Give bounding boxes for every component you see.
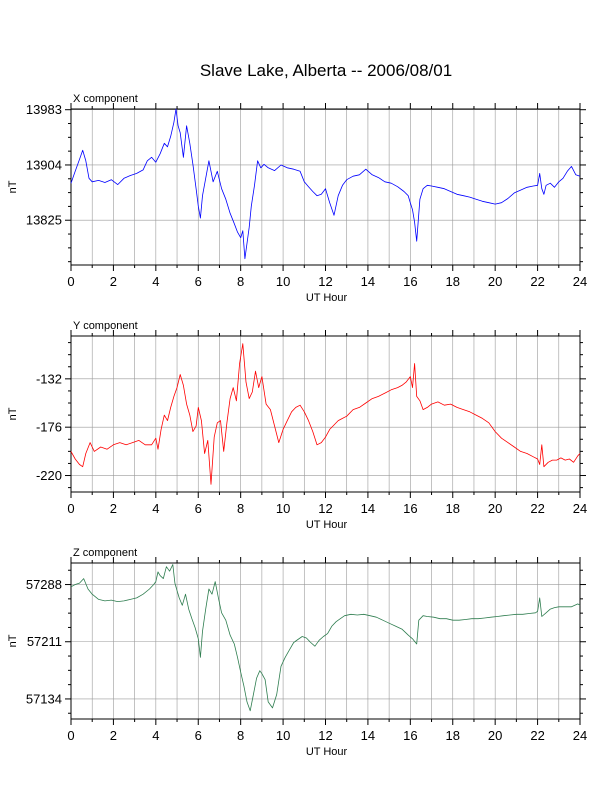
x-axis-label: UT Hour xyxy=(306,746,348,758)
y-tick-label: 13983 xyxy=(26,102,62,117)
x-tick-label: 14 xyxy=(361,501,375,516)
y-tick-label: -176 xyxy=(36,420,62,435)
x-tick-label: 2 xyxy=(110,728,117,743)
x-tick-label: 22 xyxy=(530,274,544,289)
x-tick-label: 4 xyxy=(152,501,159,516)
panel-label: Y component xyxy=(73,320,138,332)
series-line xyxy=(70,564,581,712)
x-tick-label: 18 xyxy=(446,274,460,289)
x-tick-label: 20 xyxy=(488,728,502,743)
y-tick-label: 57134 xyxy=(26,691,62,706)
x-axis-label: UT Hour xyxy=(306,292,348,304)
y-tick-label: -132 xyxy=(36,371,62,386)
y-axis-label: nT xyxy=(7,180,19,193)
x-tick-label: 16 xyxy=(403,274,417,289)
x-tick-label: 8 xyxy=(237,728,244,743)
y-axis-label: nT xyxy=(7,634,19,647)
x-tick-label: 24 xyxy=(573,274,587,289)
x-tick-label: 6 xyxy=(195,728,202,743)
x-tick-label: 18 xyxy=(446,728,460,743)
x-tick-label: 16 xyxy=(403,728,417,743)
x-tick-label: 6 xyxy=(195,501,202,516)
x-tick-label: 10 xyxy=(276,728,290,743)
x-tick-label: 8 xyxy=(237,501,244,516)
x-tick-label: 2 xyxy=(110,274,117,289)
y-axis-label: nT xyxy=(7,407,19,420)
series-line xyxy=(70,108,581,260)
x-tick-label: 0 xyxy=(67,501,74,516)
panel-label: X component xyxy=(73,93,138,105)
x-tick-label: 24 xyxy=(573,501,587,516)
x-tick-label: 20 xyxy=(488,274,502,289)
x-tick-label: 22 xyxy=(530,728,544,743)
x-tick-label: 12 xyxy=(318,274,332,289)
x-tick-label: 22 xyxy=(530,501,544,516)
y-tick-label: -220 xyxy=(36,468,62,483)
x-tick-label: 16 xyxy=(403,501,417,516)
y-tick-label: 57211 xyxy=(27,634,62,649)
x-tick-label: 14 xyxy=(361,728,375,743)
x-tick-label: 12 xyxy=(318,501,332,516)
y-tick-label: 13904 xyxy=(26,157,62,172)
x-tick-label: 18 xyxy=(446,501,460,516)
x-tick-label: 4 xyxy=(152,728,159,743)
x-tick-label: 12 xyxy=(318,728,332,743)
panel-label: Z component xyxy=(73,547,137,559)
x-tick-label: 4 xyxy=(152,274,159,289)
x-tick-label: 24 xyxy=(573,728,587,743)
x-tick-label: 10 xyxy=(276,501,290,516)
chart-title: Slave Lake, Alberta -- 2006/08/01 xyxy=(200,61,452,80)
series-line xyxy=(70,343,581,485)
x-tick-label: 8 xyxy=(237,274,244,289)
x-axis-label: UT Hour xyxy=(306,519,348,531)
x-tick-label: 14 xyxy=(361,274,375,289)
x-tick-label: 10 xyxy=(276,274,290,289)
x-tick-label: 2 xyxy=(110,501,117,516)
x-tick-label: 6 xyxy=(195,274,202,289)
x-tick-label: 20 xyxy=(488,501,502,516)
y-tick-label: 57288 xyxy=(26,577,62,592)
x-tick-label: 0 xyxy=(67,274,74,289)
x-tick-label: 0 xyxy=(67,728,74,743)
y-tick-label: 13825 xyxy=(26,213,62,228)
